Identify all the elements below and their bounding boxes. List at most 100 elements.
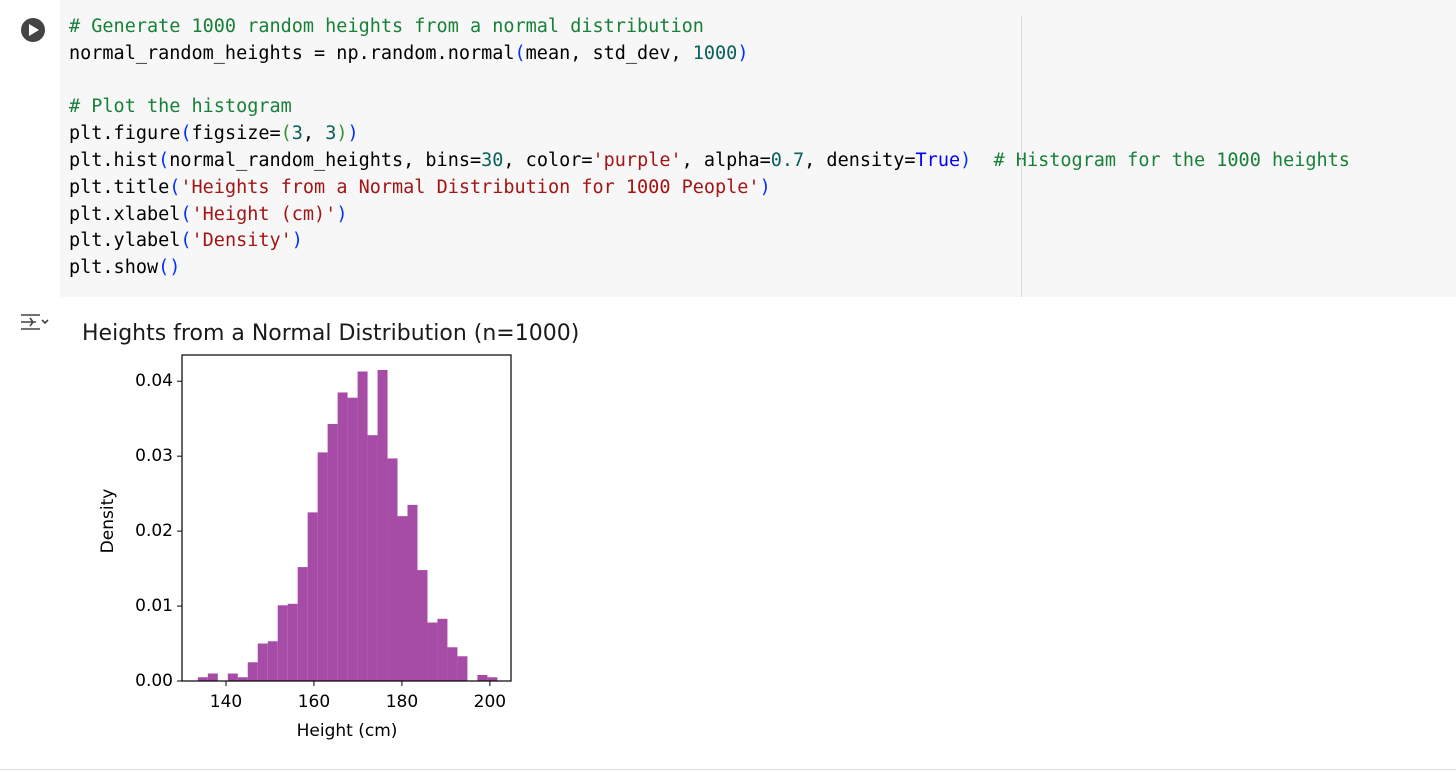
code-token: # Generate 1000 random heights from a no… xyxy=(69,16,704,37)
ruler xyxy=(1021,16,1022,297)
code-token: normal_random_heights = np.random.normal xyxy=(69,42,515,64)
code-token: figsize= xyxy=(191,123,281,145)
chart-title: Heights from a Normal Distribution (n=10… xyxy=(82,321,579,346)
x-tick-label: 140 xyxy=(210,692,242,712)
bar xyxy=(317,452,328,681)
code-cell[interactable]: # Generate 1000 random heights from a no… xyxy=(60,0,1456,297)
bar xyxy=(307,512,318,681)
code-token: normal_random_heights, bins= xyxy=(169,149,482,171)
x-tick-label: 180 xyxy=(386,692,418,712)
y-axis-label: Density xyxy=(98,489,118,554)
code-token: 'Height (cm)' xyxy=(191,203,337,225)
code-token: ) xyxy=(960,149,972,171)
bar xyxy=(237,677,248,681)
code-token: plt.hist xyxy=(69,149,159,171)
code-token: ( xyxy=(169,176,181,198)
code-line: plt.figure(figsize=(3, 3)) xyxy=(69,121,1350,148)
code-line: # Plot the histogram xyxy=(69,94,1350,121)
bar xyxy=(447,647,458,681)
bar xyxy=(197,677,208,681)
bar xyxy=(257,643,268,681)
code-token: ) xyxy=(347,123,359,145)
bar xyxy=(247,662,258,681)
code-token: ) xyxy=(737,42,749,64)
code-token: ) xyxy=(336,203,348,225)
code-token: , density= xyxy=(804,149,916,171)
bar xyxy=(407,504,418,681)
code-editor[interactable]: # Generate 1000 random heights from a no… xyxy=(69,14,1350,282)
bar xyxy=(287,603,298,681)
code-token: ( xyxy=(180,230,192,252)
code-token: , xyxy=(302,123,326,145)
bar xyxy=(427,622,438,681)
code-token: 'Heights from a Normal Distribution for … xyxy=(180,176,760,198)
y-tick-label: 0.01 xyxy=(135,596,173,616)
output-toggle[interactable] xyxy=(21,314,49,330)
code-line: plt.hist(normal_random_heights, bins=30,… xyxy=(69,148,1350,175)
y-tick-label: 0.00 xyxy=(135,671,173,691)
code-token: , color= xyxy=(503,149,593,171)
code-token: True xyxy=(915,149,961,171)
code-token: 3 xyxy=(291,123,303,145)
bar xyxy=(267,641,278,681)
bar xyxy=(327,423,338,681)
output-caret[interactable] xyxy=(41,319,49,325)
code-token: ) xyxy=(291,230,303,252)
code-token: plt.title xyxy=(69,176,170,198)
run-button[interactable] xyxy=(0,0,60,60)
code-line: plt.title('Heights from a Normal Distrib… xyxy=(69,175,1350,202)
code-token: 'purple' xyxy=(592,149,682,171)
code-token: 0.7 xyxy=(770,149,805,171)
code-token: ) xyxy=(336,123,348,145)
code-token: ( xyxy=(180,123,192,145)
code-token: plt.figure xyxy=(69,123,181,145)
code-token: 'Density' xyxy=(191,230,292,252)
code-line xyxy=(69,68,1350,95)
bar xyxy=(367,435,378,681)
code-token: plt.xlabel xyxy=(69,203,181,225)
code-line: normal_random_heights = np.random.normal… xyxy=(69,41,1350,68)
bar xyxy=(397,516,408,681)
code-token: mean, std_dev, xyxy=(525,42,693,64)
bar xyxy=(337,392,348,681)
output-icon[interactable] xyxy=(21,314,40,330)
code-token: 1000 xyxy=(692,42,738,64)
bar xyxy=(297,567,308,681)
code-token: ( xyxy=(158,149,170,171)
run-icon[interactable] xyxy=(29,24,39,36)
code-line: # Generate 1000 random heights from a no… xyxy=(69,14,1350,41)
bar xyxy=(277,605,288,681)
bar xyxy=(357,371,368,681)
code-token: plt.ylabel xyxy=(69,230,181,252)
code-token: 30 xyxy=(481,149,504,171)
code-token: 3 xyxy=(325,123,337,145)
bar xyxy=(377,369,388,681)
y-tick-label: 0.03 xyxy=(135,446,173,466)
y-tick-label: 0.02 xyxy=(135,521,173,541)
code-line: plt.show() xyxy=(69,255,1350,282)
output-chart: Heights from a Normal Distribution (n=10… xyxy=(21,314,579,741)
code-line: plt.ylabel('Density') xyxy=(69,228,1350,255)
code-token: () xyxy=(158,257,181,279)
bar xyxy=(437,618,448,681)
code-line: plt.xlabel('Height (cm)') xyxy=(69,202,1350,229)
code-token: # Plot the histogram xyxy=(69,96,292,118)
code-token: , alpha= xyxy=(681,149,771,171)
x-tick-label: 160 xyxy=(298,692,330,712)
code-token: ) xyxy=(759,176,771,198)
code-token: # Histogram for the 1000 heights xyxy=(971,149,1350,171)
cell-border xyxy=(0,769,1456,770)
bar xyxy=(387,458,398,681)
code-token: ( xyxy=(180,203,192,225)
code-token: ( xyxy=(514,42,526,64)
code-token: plt.show xyxy=(69,257,159,279)
bar xyxy=(417,570,428,681)
bar xyxy=(487,677,498,681)
plot-frame xyxy=(181,354,512,682)
x-tick-label: 200 xyxy=(474,692,506,712)
y-tick-label: 0.04 xyxy=(135,371,173,391)
bar xyxy=(347,397,358,681)
bar xyxy=(477,675,488,681)
bar xyxy=(457,656,468,681)
